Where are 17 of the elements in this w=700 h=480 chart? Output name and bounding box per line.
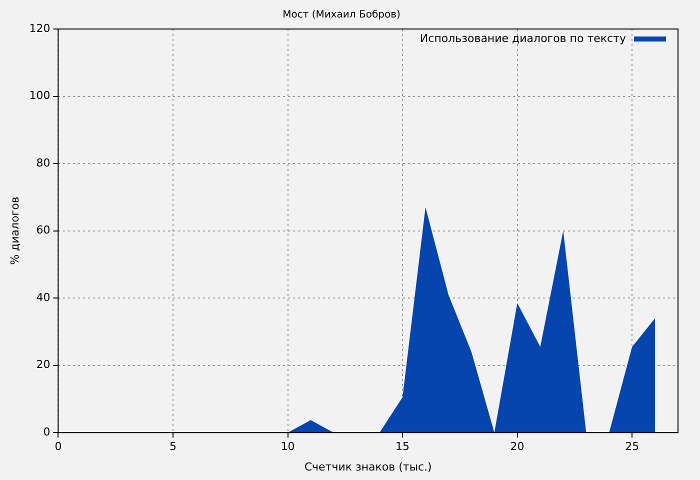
y-tick-label: 80: [36, 156, 50, 170]
chart-title: Мост (Михаил Бобров): [282, 10, 400, 21]
legend-label: Использование диалогов по тексту: [420, 32, 626, 45]
x-tick-label: 5: [169, 440, 176, 454]
y-tick-label: 0: [43, 425, 50, 438]
x-tick-label: 25: [625, 440, 640, 454]
y-tick-label: 100: [29, 89, 50, 102]
x-axis-title: Счетчик знаков (тыс.): [304, 460, 432, 474]
x-tick-label: 0: [54, 440, 62, 454]
y-tick-label: 120: [29, 22, 50, 35]
x-tick-label: 20: [510, 440, 524, 454]
y-tick-label: 20: [36, 358, 50, 372]
x-tick-label: 15: [396, 440, 410, 454]
y-axis-title: % диалогов: [8, 196, 22, 265]
y-tick-label: 60: [36, 224, 50, 237]
y-tick-label: 40: [36, 290, 50, 304]
x-tick-label: 10: [280, 440, 295, 454]
